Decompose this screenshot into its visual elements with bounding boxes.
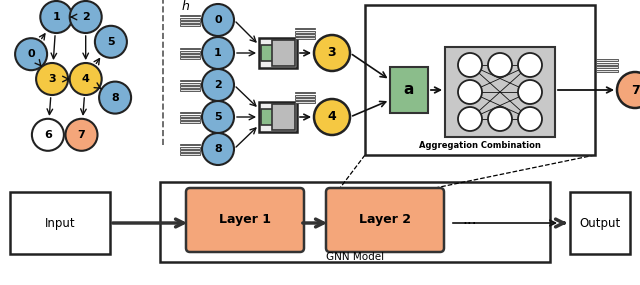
- Bar: [295, 34, 315, 36]
- Circle shape: [458, 80, 482, 104]
- Circle shape: [202, 101, 234, 133]
- Bar: [295, 95, 315, 97]
- Bar: [596, 63, 618, 65]
- Bar: [180, 54, 200, 56]
- Text: 8: 8: [111, 93, 119, 103]
- Text: 0: 0: [214, 15, 222, 25]
- Circle shape: [202, 133, 234, 165]
- Bar: [272, 104, 295, 130]
- Text: h: h: [181, 1, 189, 13]
- Text: 3: 3: [328, 46, 336, 60]
- Text: Input: Input: [45, 217, 76, 229]
- Bar: [180, 118, 200, 120]
- FancyBboxPatch shape: [186, 188, 304, 252]
- Bar: [160, 182, 550, 262]
- Bar: [295, 27, 315, 29]
- Bar: [295, 98, 315, 100]
- Bar: [180, 150, 200, 152]
- Bar: [180, 21, 200, 23]
- Bar: [272, 40, 295, 66]
- Text: Layer 2: Layer 2: [359, 213, 411, 227]
- Text: 3: 3: [48, 74, 56, 84]
- Text: 0: 0: [28, 49, 35, 59]
- Circle shape: [518, 107, 542, 131]
- Bar: [365, 5, 595, 155]
- Text: 5: 5: [214, 112, 222, 122]
- Text: 5: 5: [107, 37, 115, 47]
- Bar: [180, 80, 200, 82]
- Circle shape: [15, 38, 47, 70]
- Circle shape: [202, 69, 234, 101]
- Circle shape: [95, 26, 127, 58]
- Bar: [180, 144, 200, 145]
- Circle shape: [488, 53, 512, 77]
- Text: 2: 2: [214, 80, 222, 90]
- Bar: [180, 121, 200, 123]
- Text: 7: 7: [630, 84, 639, 97]
- Bar: [445, 47, 555, 137]
- Bar: [180, 115, 200, 117]
- Bar: [180, 153, 200, 155]
- Bar: [180, 18, 200, 20]
- Text: ...: ...: [463, 213, 477, 227]
- Bar: [180, 24, 200, 26]
- Bar: [390, 67, 428, 113]
- Circle shape: [617, 72, 640, 108]
- Text: a: a: [404, 82, 414, 97]
- Circle shape: [518, 53, 542, 77]
- Text: GNN Model: GNN Model: [326, 252, 384, 262]
- Bar: [180, 83, 200, 85]
- Bar: [295, 91, 315, 93]
- Bar: [180, 89, 200, 91]
- Bar: [570, 192, 630, 254]
- Text: Output: Output: [579, 217, 621, 229]
- Circle shape: [202, 37, 234, 69]
- Bar: [180, 57, 200, 59]
- Bar: [261, 109, 274, 125]
- Circle shape: [32, 119, 64, 151]
- Bar: [295, 31, 315, 33]
- Circle shape: [314, 35, 350, 71]
- Bar: [259, 102, 297, 132]
- Circle shape: [314, 99, 350, 135]
- Circle shape: [70, 1, 102, 33]
- Bar: [259, 38, 297, 68]
- Bar: [180, 51, 200, 53]
- Circle shape: [458, 53, 482, 77]
- Text: 1: 1: [214, 48, 222, 58]
- Circle shape: [99, 82, 131, 114]
- Circle shape: [458, 107, 482, 131]
- Text: 6: 6: [44, 130, 52, 140]
- Text: Aggregation Combination: Aggregation Combination: [419, 141, 541, 150]
- Circle shape: [36, 63, 68, 95]
- Bar: [180, 147, 200, 149]
- Circle shape: [202, 4, 234, 36]
- Text: 1: 1: [52, 12, 60, 22]
- Bar: [596, 66, 618, 68]
- Bar: [295, 101, 315, 103]
- Circle shape: [65, 119, 97, 151]
- Bar: [180, 111, 200, 113]
- Bar: [261, 44, 274, 62]
- Bar: [596, 70, 618, 72]
- Bar: [180, 15, 200, 17]
- FancyBboxPatch shape: [326, 188, 444, 252]
- Bar: [180, 86, 200, 88]
- Text: Layer 1: Layer 1: [219, 213, 271, 227]
- Circle shape: [488, 107, 512, 131]
- Circle shape: [40, 1, 72, 33]
- Circle shape: [70, 63, 102, 95]
- Text: 7: 7: [77, 130, 85, 140]
- Text: 4: 4: [328, 111, 337, 123]
- Text: 2: 2: [82, 12, 90, 22]
- Bar: [10, 192, 110, 254]
- Circle shape: [518, 80, 542, 104]
- Text: 8: 8: [214, 144, 222, 154]
- Bar: [295, 37, 315, 39]
- Bar: [180, 48, 200, 50]
- Bar: [596, 59, 618, 61]
- Text: 4: 4: [82, 74, 90, 84]
